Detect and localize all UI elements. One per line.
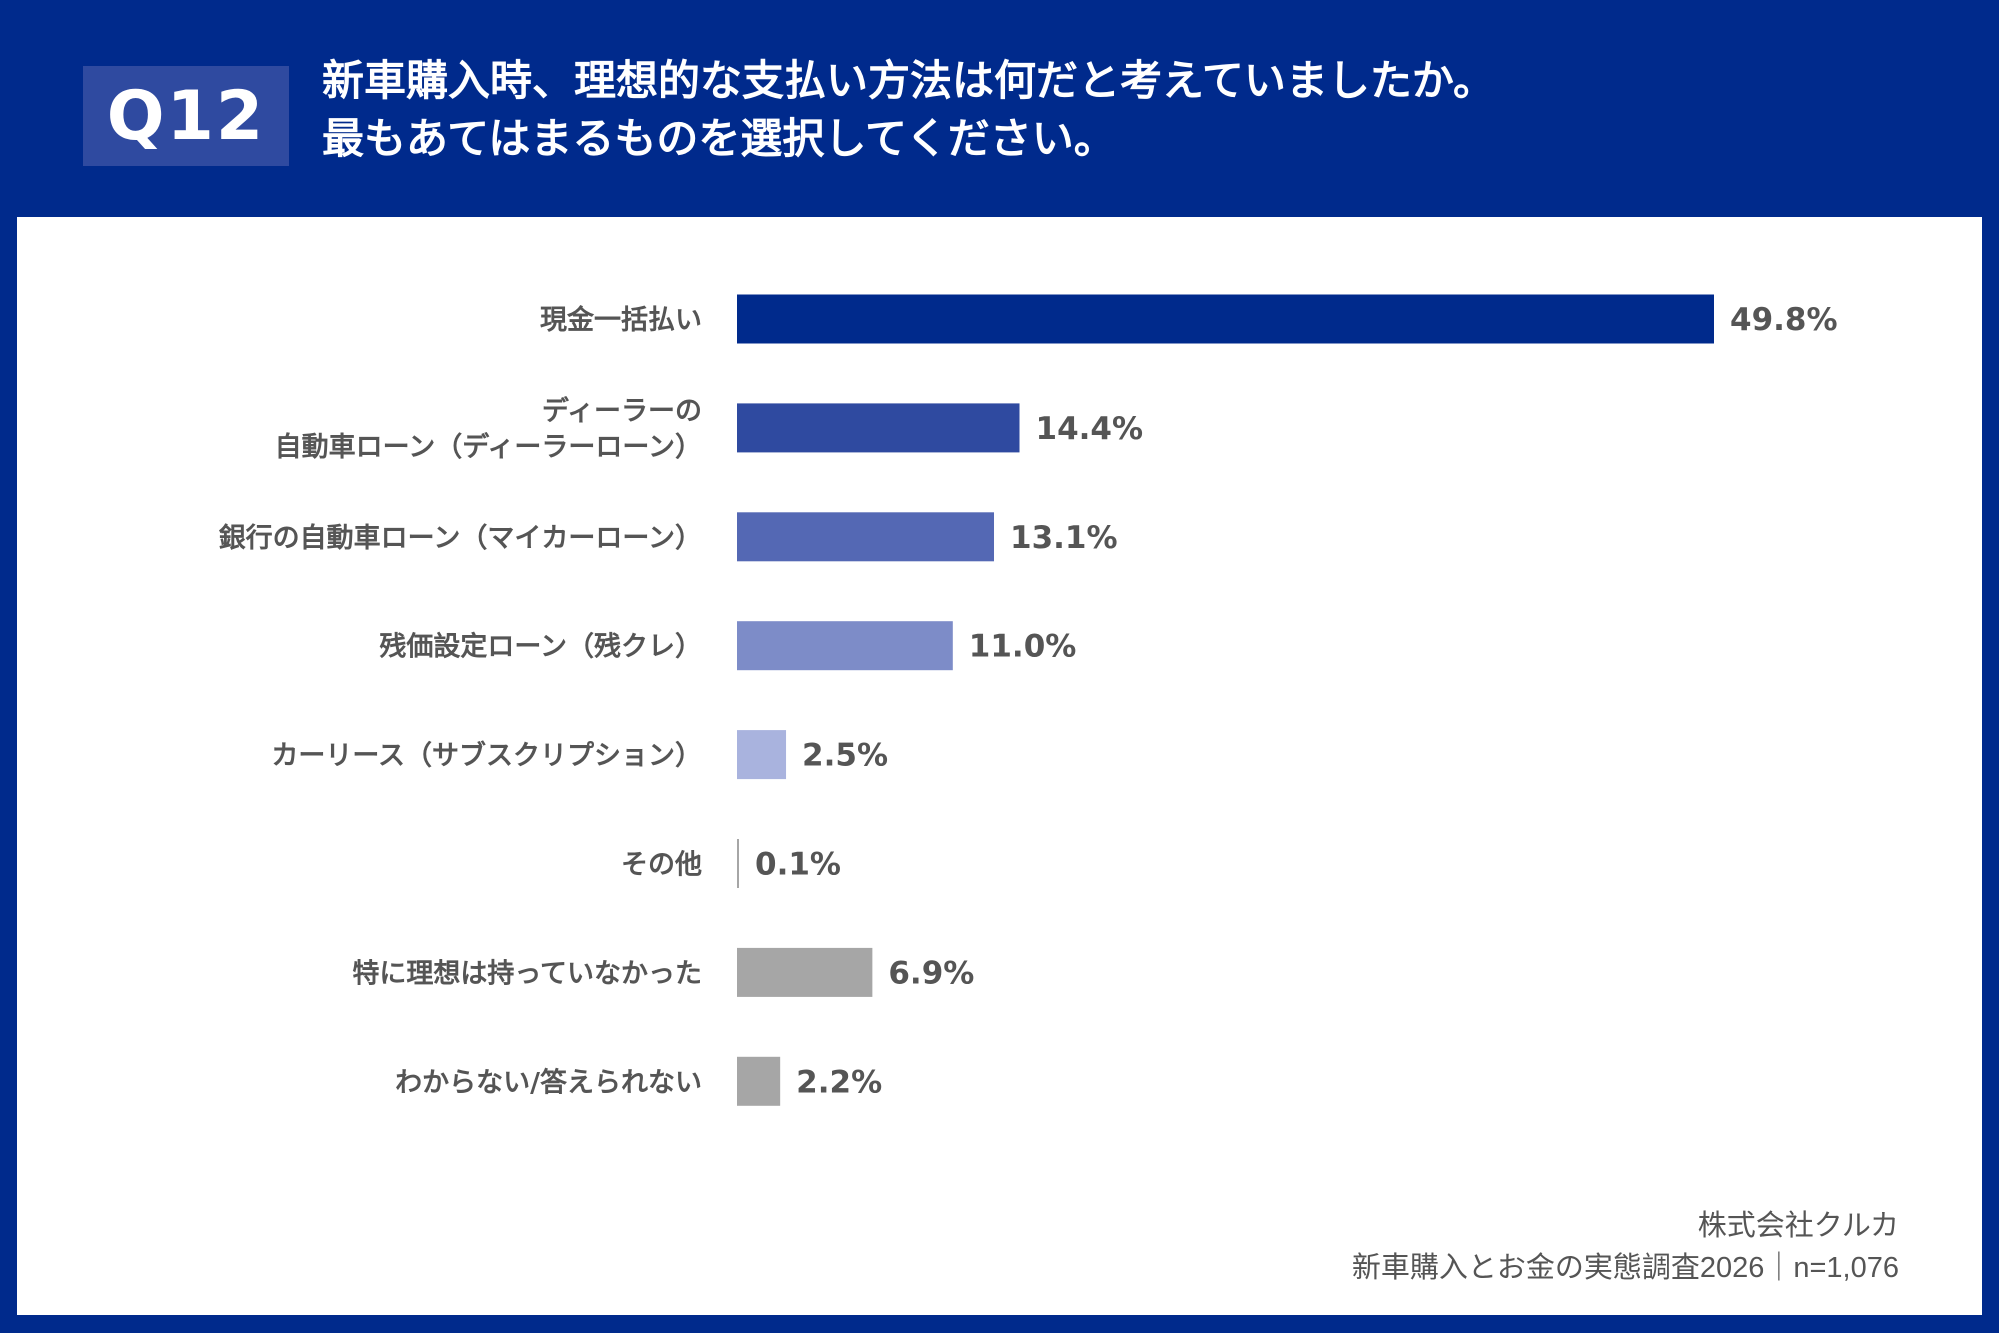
source-note: 株式会社クルカ 新車購入とお金の実態調査2026｜n=1,076 [1352,1205,1899,1289]
bar-1 [737,294,1714,344]
question-badge: Q12 [83,66,289,166]
category-label-8: わからない/答えられない [395,1066,702,1098]
value-label-5: 2.5% [802,738,888,774]
category-label-7: 特に理想は持っていなかった [352,958,702,989]
chart-panel: 49.8% 現金一括払い 14.4% ディーラーの自動車ローン（ディーラーローン） 13… [17,217,1982,1315]
category-label-3: 銀行の自動車ローン（マイカーローン） [219,522,702,554]
category-label-5: カーリース（サブスクリプション） [271,740,702,772]
bar-4 [737,621,953,671]
category-label-4: 残価設定ローン（残クレ） [379,631,702,663]
value-label-3: 13.1% [1010,520,1118,556]
value-label-1: 49.8% [1730,302,1838,338]
bar-3 [737,512,995,562]
value-label-4: 11.0% [969,629,1077,665]
value-label-2: 14.4% [1036,411,1144,447]
category-label-6: その他 [621,850,702,881]
bar-2 [737,403,1020,453]
question-title: 新車購入時、理想的な支払い方法は何だと考えていましたか。 最もあてはまるものを選… [322,52,1962,168]
bar-8 [737,1056,781,1106]
question-title-line2: 最もあてはまるものを選択してください。 [322,114,1116,163]
question-title-line1: 新車購入時、理想的な支払い方法は何だと考えていましたか。 [322,56,1496,105]
value-label-6: 0.1% [755,847,841,883]
category-label-2-line-1: ディーラーの [542,395,702,427]
value-label-8: 2.2% [796,1064,882,1100]
bar-7 [737,947,873,997]
source-company: 株式会社クルカ [1697,1210,1899,1242]
bar-5 [737,730,787,780]
source-survey: 新車購入とお金の実態調査2026｜n=1,076 [1351,1252,1899,1284]
bar-6 [737,839,739,888]
header: Q12 新車購入時、理想的な支払い方法は何だと考えていましたか。 最もあてはまる… [0,0,1999,215]
category-label-1: 現金一括払い [540,304,702,336]
value-label-7: 6.9% [888,955,974,991]
category-label-2-line-2: 自動車ローン（ディーラーローン） [275,431,702,463]
